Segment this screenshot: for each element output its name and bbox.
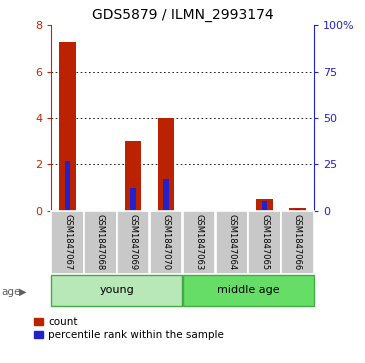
FancyBboxPatch shape	[182, 275, 314, 306]
Text: GSM1847063: GSM1847063	[195, 214, 203, 270]
Text: young: young	[99, 285, 134, 295]
Text: GSM1847068: GSM1847068	[96, 214, 105, 270]
Text: GSM1847065: GSM1847065	[260, 214, 269, 270]
Title: GDS5879 / ILMN_2993174: GDS5879 / ILMN_2993174	[92, 8, 273, 22]
FancyBboxPatch shape	[281, 211, 314, 274]
Bar	[130, 188, 136, 211]
Bar	[65, 160, 70, 211]
Text: GSM1847067: GSM1847067	[63, 214, 72, 270]
Bar	[125, 141, 142, 211]
Text: GSM1847069: GSM1847069	[129, 214, 138, 270]
FancyBboxPatch shape	[51, 211, 84, 274]
FancyBboxPatch shape	[84, 211, 117, 274]
Text: age: age	[2, 287, 21, 297]
Text: middle age: middle age	[217, 285, 280, 295]
Bar	[163, 179, 169, 211]
Bar	[59, 42, 76, 211]
Legend: count, percentile rank within the sample: count, percentile rank within the sample	[34, 317, 224, 340]
Text: GSM1847064: GSM1847064	[227, 214, 236, 270]
FancyBboxPatch shape	[117, 211, 150, 274]
Bar	[289, 208, 306, 211]
Text: GSM1847066: GSM1847066	[293, 214, 302, 270]
Text: GSM1847070: GSM1847070	[162, 214, 170, 270]
Bar	[256, 199, 273, 211]
Bar	[158, 118, 174, 211]
FancyBboxPatch shape	[150, 211, 182, 274]
FancyBboxPatch shape	[248, 211, 281, 274]
Bar	[295, 209, 300, 211]
FancyBboxPatch shape	[215, 211, 248, 274]
FancyBboxPatch shape	[51, 275, 182, 306]
FancyBboxPatch shape	[182, 211, 215, 274]
Text: ▶: ▶	[19, 287, 27, 297]
Bar	[262, 201, 268, 211]
